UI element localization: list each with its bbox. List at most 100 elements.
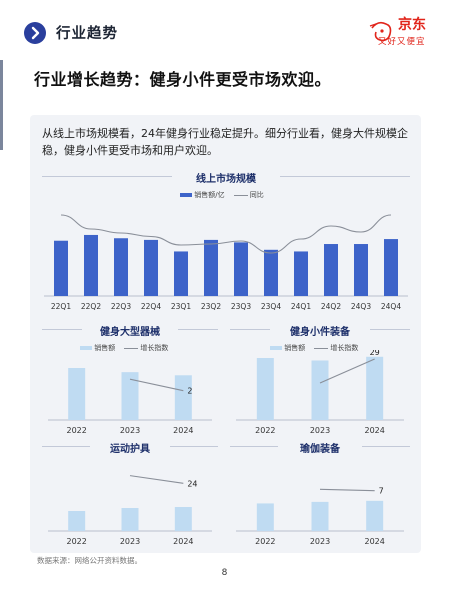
legend-swatch-bar — [270, 346, 282, 350]
x-tick-label: 2022 — [66, 537, 86, 546]
bar-23Q2 — [204, 239, 218, 296]
chevron-right-icon — [31, 26, 40, 40]
bar-24Q3 — [354, 244, 368, 296]
bar-23Q4 — [264, 249, 278, 296]
market-size-chart: 22Q1 22Q2 22Q3 22Q4 23Q1 23Q2 23Q3 23Q4 24Q1 24Q2… — [44, 214, 408, 311]
bar-2022 — [68, 368, 86, 420]
bar-2022 — [68, 511, 86, 531]
chart-title-small-equipment: 健身小件装备 — [230, 323, 410, 338]
legend-label-sales: 销售额/亿 — [194, 191, 225, 199]
legend-label-sales: 销售额 — [94, 344, 116, 352]
line-series-增长指数 — [319, 358, 375, 384]
section-badge — [24, 22, 46, 44]
bar-2023 — [311, 360, 329, 420]
bar-2024 — [366, 500, 384, 531]
legend-label-growth: 增长指数 — [140, 344, 169, 352]
legend-swatch-line — [233, 194, 248, 196]
left-accent-bar — [0, 60, 3, 150]
brand-slogan: 又好又便宜 — [378, 37, 426, 47]
legend-swatch-line — [314, 347, 329, 349]
x-tick-label: 2024 — [364, 537, 384, 546]
chart-title-market-text: 线上市场规模 — [196, 174, 256, 185]
chart-title-large-equipment: 健身大型器械 — [42, 323, 218, 338]
x-tick-label: 22Q2 — [81, 302, 101, 311]
legend-label-yoy: 同比 — [249, 191, 264, 199]
x-tick-label: 2024 — [364, 426, 384, 435]
x-tick-label: 22Q1 — [51, 302, 71, 311]
page-number: 8 — [221, 568, 228, 578]
bar-2023 — [121, 372, 139, 420]
bar-24Q1 — [294, 251, 308, 296]
legend-swatch-bar — [180, 193, 192, 197]
bar-24Q4 — [384, 239, 398, 296]
legend-swatch-line — [124, 347, 139, 349]
x-tick-label: 22Q4 — [141, 302, 161, 311]
chart-title-protective-gear: 运动护具 — [42, 440, 218, 455]
legend-label-sales: 销售额 — [284, 344, 306, 352]
bar-24Q2 — [324, 244, 338, 296]
x-tick-label: 24Q2 — [321, 302, 341, 311]
x-tick-label: 22Q3 — [111, 302, 131, 311]
legend-market: 销售额/亿 同比 — [180, 190, 264, 200]
chart-title-yoga-text: 瑜伽装备 — [300, 444, 340, 455]
x-tick-label: 2023 — [310, 537, 330, 546]
chart-title-small-equipment-text: 健身小件装备 — [290, 327, 350, 338]
brand-mascot-icon — [369, 21, 392, 42]
x-tick-label: 2024 — [173, 537, 193, 546]
line-series-增长指数 — [129, 475, 184, 484]
bar-22Q3 — [114, 238, 128, 296]
bar-2022 — [256, 358, 274, 420]
intro-paragraph: 从线上市场规模看，24年健身行业稳定提升。细分行业看，健身大件规模企稳，健身小件… — [42, 127, 408, 157]
bar-2024 — [366, 356, 384, 420]
page-header: 行业趋势 京东 又好又便宜 — [0, 0, 449, 58]
x-tick-label: 23Q3 — [231, 302, 251, 311]
data-source-note: 数据来源：网络公开资料数据。 — [37, 556, 142, 565]
bar-2024 — [174, 507, 192, 531]
x-tick-label: 24Q4 — [381, 302, 401, 311]
legend-label-growth: 增长指数 — [330, 344, 359, 352]
line-series-同比 — [60, 214, 392, 254]
section-title: 行业趋势 — [56, 26, 118, 42]
legend-small-equipment: 销售额 增长指数 — [270, 343, 358, 353]
x-tick-label: 2024 — [173, 426, 193, 435]
legend-swatch-bar — [80, 346, 92, 350]
bar-2024 — [174, 375, 192, 420]
protective-gear-chart: 2022 2023 2024 24 — [48, 475, 212, 546]
x-tick-label: 23Q4 — [261, 302, 281, 311]
x-tick-label: 24Q3 — [351, 302, 371, 311]
line-series-增长指数 — [129, 378, 184, 392]
chart-title-market: 线上市场规模 — [42, 170, 410, 185]
bar-2023 — [121, 508, 139, 531]
chart-title-yoga: 瑜伽装备 — [230, 440, 410, 455]
x-tick-label: 2023 — [120, 426, 140, 435]
small-equipment-chart: 2022 2023 2024 29 — [236, 350, 404, 435]
data-label-2024: 29 — [370, 350, 380, 357]
data-label-2024: 2 — [187, 387, 192, 396]
data-label-2024: 7 — [379, 487, 384, 496]
bar-23Q3 — [234, 242, 248, 296]
large-equipment-chart: 2022 2023 2024 2 — [48, 368, 212, 435]
yoga-chart: 2022 2023 2024 7 — [236, 487, 404, 546]
bar-22Q2 — [84, 234, 98, 296]
bar-22Q4 — [144, 239, 158, 296]
bar-23Q1 — [174, 251, 188, 296]
x-tick-label: 2023 — [310, 426, 330, 435]
chart-title-large-equipment-text: 健身大型器械 — [100, 327, 160, 338]
legend-large-equipment: 销售额 增长指数 — [80, 343, 168, 353]
chart-title-protective-gear-text: 运动护具 — [110, 444, 150, 455]
x-tick-label: 23Q1 — [171, 302, 191, 311]
brand-name: 京东 — [398, 17, 426, 33]
x-tick-label: 2022 — [255, 426, 275, 435]
bar-2022 — [256, 503, 274, 531]
x-tick-label: 24Q1 — [291, 302, 311, 311]
content-panel — [30, 115, 421, 553]
x-tick-label: 2023 — [120, 537, 140, 546]
data-label-2024: 24 — [187, 479, 197, 488]
bar-2023 — [311, 501, 329, 531]
bar-22Q1 — [54, 240, 68, 296]
page-headline: 行业增长趋势：健身小件更受市场欢迎。 — [34, 70, 332, 89]
line-series-增长指数 — [319, 488, 375, 492]
x-tick-label: 23Q2 — [201, 302, 221, 311]
x-tick-label: 2022 — [66, 426, 86, 435]
x-tick-label: 2022 — [255, 537, 275, 546]
